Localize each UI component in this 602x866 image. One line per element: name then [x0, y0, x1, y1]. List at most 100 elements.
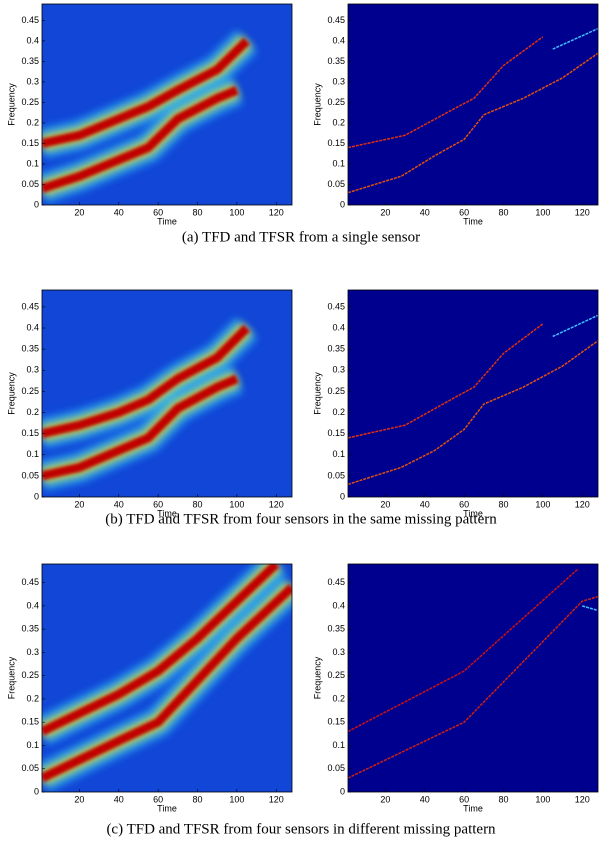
y-tick-label: 0.05	[21, 763, 39, 773]
y-tick-label: 0.15	[21, 428, 39, 438]
x-tick-label: 120	[269, 207, 284, 217]
plot-frame	[347, 563, 599, 793]
y-tick-label: 0.3	[26, 647, 39, 657]
y-tick-label: 0.35	[327, 344, 345, 354]
plot-frame	[41, 289, 293, 498]
trace	[552, 314, 598, 338]
ridge	[42, 374, 239, 481]
y-axis-label: Frequency	[312, 656, 322, 699]
plot-content	[348, 27, 598, 194]
y-tick-label: 0.2	[26, 117, 39, 127]
x-tick-label: 60	[153, 499, 163, 509]
y-tick-label: 0.05	[327, 470, 345, 480]
ridge	[42, 37, 250, 148]
plot-frame	[347, 289, 599, 498]
y-tick-label: 0.1	[26, 449, 39, 459]
y-tick-label: 0.15	[327, 428, 345, 438]
x-tick-label: 60	[153, 794, 163, 804]
y-tick-label: 0.2	[332, 693, 345, 703]
y-tick-label: 0	[34, 786, 39, 796]
y-tick-label: 0.35	[21, 624, 39, 634]
y-tick-label: 0.35	[327, 56, 345, 66]
y-tick-label: 0.1	[26, 740, 39, 750]
y-tick-label: 0.45	[21, 577, 39, 587]
trace	[348, 595, 598, 779]
y-tick-label: 0	[340, 199, 345, 209]
y-axis-label: Frequency	[6, 372, 16, 415]
x-tick-label: 40	[420, 499, 430, 509]
x-tick-label: 80	[193, 794, 203, 804]
x-tick-label: 100	[535, 794, 550, 804]
y-tick-label: 0.2	[332, 407, 345, 417]
plot-frame	[41, 563, 293, 793]
trace	[348, 340, 598, 486]
x-tick-label: 80	[193, 499, 203, 509]
y-tick-label: 0.25	[327, 97, 345, 107]
y-axis-label: Frequency	[6, 656, 16, 699]
y-tick-label: 0.2	[26, 407, 39, 417]
y-tick-label: 0.45	[21, 301, 39, 311]
x-axis-label: Time	[157, 508, 177, 518]
y-tick-label: 0.3	[26, 365, 39, 375]
y-tick-label: 0.1	[332, 449, 345, 459]
x-tick-label: 60	[153, 207, 163, 217]
y-tick-label: 0.4	[332, 322, 345, 332]
plot-frame	[347, 3, 599, 206]
x-axis-label: Time	[463, 803, 483, 813]
x-tick-label: 120	[575, 794, 590, 804]
y-tick-label: 0.05	[327, 763, 345, 773]
plot-content	[42, 564, 292, 792]
plot-content	[42, 30, 258, 203]
y-tick-label: 0.25	[327, 670, 345, 680]
x-tick-label: 20	[380, 794, 390, 804]
plot-background	[348, 564, 598, 792]
y-tick-label: 0.25	[21, 670, 39, 680]
x-tick-label: 40	[114, 794, 124, 804]
y-tick-label: 0.1	[26, 158, 39, 168]
y-tick-label: 0.4	[332, 35, 345, 45]
y-tick-label: 0.1	[332, 158, 345, 168]
y-tick-label: 0.3	[26, 76, 39, 86]
y-tick-label: 0.45	[327, 15, 345, 25]
y-tick-label: 0.45	[327, 577, 345, 587]
x-tick-label: 80	[193, 207, 203, 217]
x-tick-label: 120	[575, 499, 590, 509]
ridge	[42, 324, 250, 439]
y-tick-label: 0.4	[26, 35, 39, 45]
x-axis-label: Time	[157, 803, 177, 813]
y-tick-label: 0.2	[26, 693, 39, 703]
y-tick-label: 0.25	[21, 97, 39, 107]
y-tick-label: 0.3	[332, 365, 345, 375]
y-tick-label: 0.4	[332, 600, 345, 610]
trace	[582, 605, 598, 612]
x-tick-label: 100	[229, 499, 244, 509]
plot-background	[348, 290, 598, 497]
y-tick-label: 0	[340, 786, 345, 796]
y-tick-label: 0.15	[327, 138, 345, 148]
y-axis-label: Frequency	[6, 83, 16, 126]
x-tick-label: 80	[499, 499, 509, 509]
x-tick-label: 120	[269, 499, 284, 509]
y-tick-label: 0.15	[327, 717, 345, 727]
y-tick-label: 0.3	[332, 76, 345, 86]
x-tick-label: 40	[114, 207, 124, 217]
y-tick-label: 0.3	[332, 647, 345, 657]
y-tick-label: 0.05	[21, 179, 39, 189]
ridge	[42, 85, 239, 193]
plot-content	[348, 314, 598, 486]
y-tick-label: 0.35	[21, 56, 39, 66]
x-tick-label: 100	[229, 207, 244, 217]
y-tick-label: 0.45	[327, 301, 345, 311]
x-tick-label: 40	[420, 207, 430, 217]
y-tick-label: 0.25	[327, 386, 345, 396]
x-tick-label: 120	[575, 207, 590, 217]
x-tick-label: 120	[269, 794, 284, 804]
y-tick-label: 0.35	[21, 344, 39, 354]
x-tick-label: 100	[229, 794, 244, 804]
x-axis-label: Time	[463, 508, 483, 518]
y-tick-label: 0.35	[327, 624, 345, 634]
y-tick-label: 0.05	[21, 470, 39, 480]
x-axis-label: Time	[157, 216, 177, 226]
y-tick-label: 0	[34, 199, 39, 209]
